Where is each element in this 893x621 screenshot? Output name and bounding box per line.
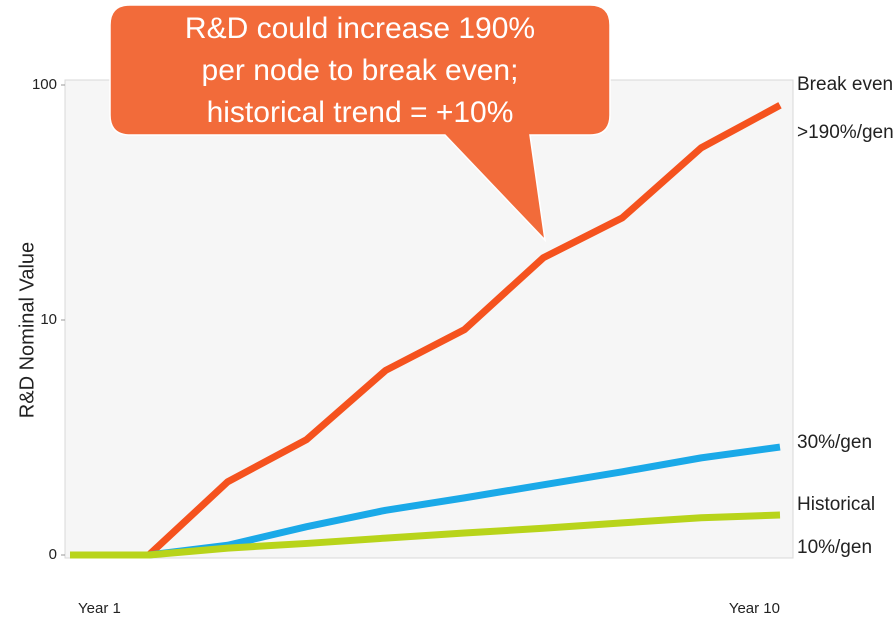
y-tick-label: 0 (49, 546, 57, 563)
line-annotation: Historical (797, 494, 875, 515)
y-axis-label: R&D Nominal Value (16, 242, 38, 418)
x-tick-label: Year 10 (729, 600, 780, 617)
line-annotation: 10%/gen (797, 537, 872, 558)
x-tick-label: Year 1 (78, 600, 121, 617)
line-annotation: >190%/gen (797, 122, 893, 143)
callout-text: per node to break even; (202, 54, 519, 87)
callout-text: R&D could increase 190% (185, 12, 535, 45)
y-tick-label: 10 (40, 311, 57, 328)
line-annotation: 30%/gen (797, 432, 872, 453)
plot-area (64, 79, 794, 559)
line-annotation: Break even (797, 74, 893, 95)
series-line (70, 102, 782, 559)
y-tick-label: 100 (32, 76, 57, 93)
series-line (70, 511, 781, 559)
callout-box (109, 4, 611, 243)
callout-text: historical trend = +10% (207, 96, 514, 129)
